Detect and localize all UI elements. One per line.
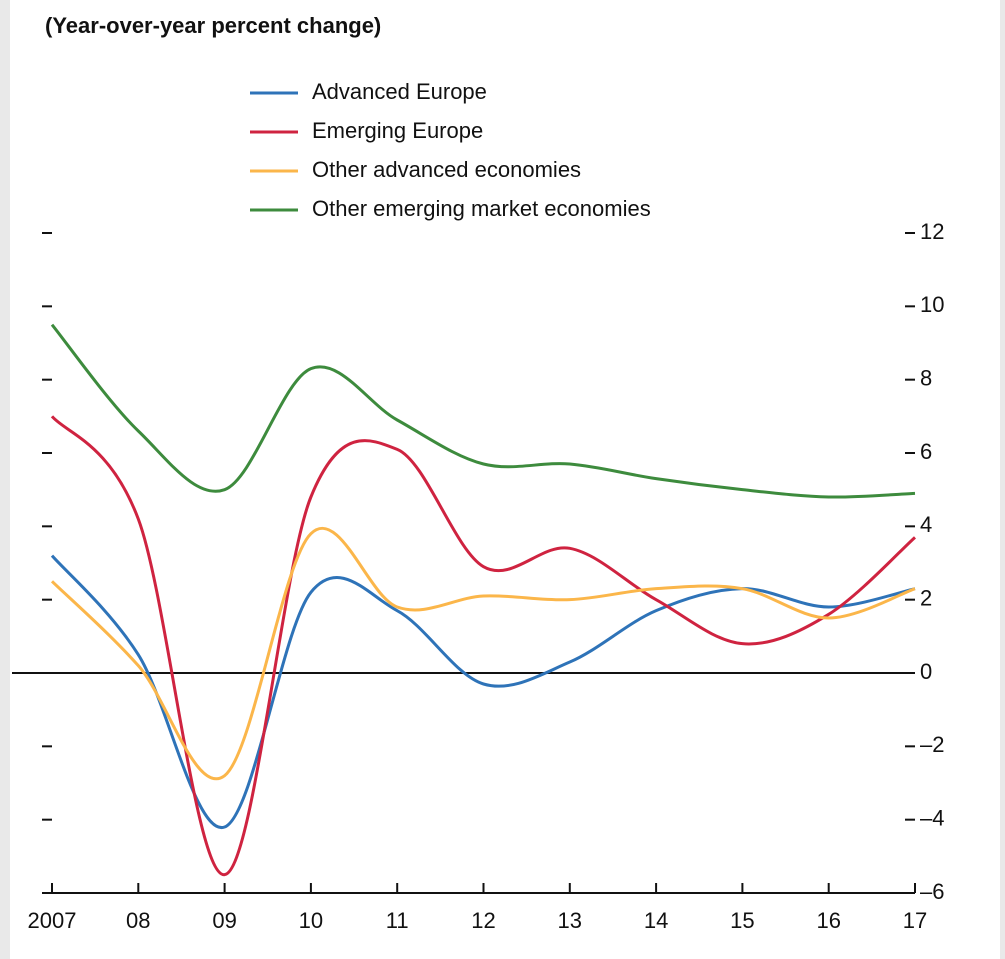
legend-label: Advanced Europe (312, 79, 487, 104)
x-tick-label: 09 (212, 908, 236, 933)
x-tick-label: 2007 (28, 908, 77, 933)
x-tick-label: 15 (730, 908, 754, 933)
x-tick-label: 10 (299, 908, 323, 933)
y-tick-label: 6 (920, 439, 932, 464)
legend-label: Other emerging market economies (312, 196, 651, 221)
legend-label: Emerging Europe (312, 118, 483, 143)
y-tick-label: 8 (920, 365, 932, 390)
series-line (50, 323, 916, 499)
y-tick-label: –6 (920, 879, 944, 904)
series-line (50, 526, 916, 781)
x-tick-label: 08 (126, 908, 150, 933)
legend-label: Other advanced economies (312, 157, 581, 182)
y-tick-label: –2 (920, 732, 944, 757)
x-tick-label: 16 (816, 908, 840, 933)
x-tick-label: 14 (644, 908, 668, 933)
y-tick-label: 12 (920, 219, 944, 244)
y-tick-label: 4 (920, 512, 932, 537)
y-tick-label: 0 (920, 659, 932, 684)
x-tick-label: 17 (903, 908, 927, 933)
plot-background (10, 0, 1000, 959)
series-line (50, 415, 916, 877)
x-tick-label: 12 (471, 908, 495, 933)
y-tick-label: 2 (920, 585, 932, 610)
y-tick-label: 10 (920, 292, 944, 317)
x-tick-label: 13 (558, 908, 582, 933)
chart-title: (Year-over-year percent change) (45, 13, 381, 38)
y-tick-label: –4 (920, 805, 944, 830)
x-tick-label: 11 (386, 908, 409, 933)
